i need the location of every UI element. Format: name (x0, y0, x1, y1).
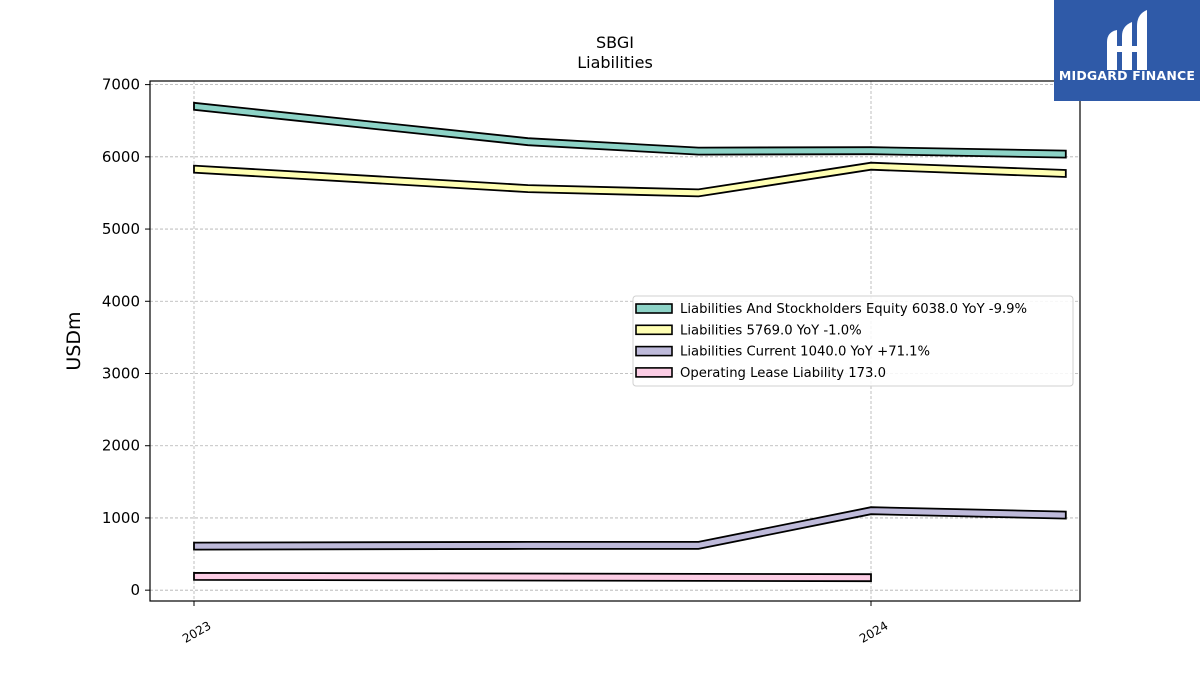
legend-box (632, 295, 1074, 387)
logo-text: MIDGARD FINANCE (1058, 68, 1196, 83)
chart-subtitle: Liabilities (577, 53, 653, 72)
brand-logo: MIDGARD FINANCE (1054, 0, 1200, 101)
legend-label: Operating Lease Liability 173.0 (680, 366, 886, 381)
legend-swatch (635, 303, 673, 314)
series-liabilities-and-stockholders-equity (193, 101, 1067, 159)
midgard-logo-icon (1107, 10, 1147, 70)
series-liabilities-current (193, 506, 1067, 551)
y-tick-label: 4000 (102, 292, 140, 310)
y-tick-label: 2000 (102, 437, 140, 455)
y-tick-label: 3000 (102, 365, 140, 383)
x-tick-label: 2024 (857, 618, 890, 645)
series-operating-lease-liability (193, 571, 872, 583)
x-tick-label: 2023 (180, 618, 213, 645)
y-tick-label: 6000 (102, 148, 140, 166)
chart-title: SBGI (596, 33, 634, 52)
legend-swatch (635, 345, 673, 357)
legend-swatch (635, 324, 673, 336)
series-liabilities (193, 161, 1067, 198)
legend-label: Liabilities 5769.0 YoY -1.0% (680, 323, 862, 338)
plot-frame (149, 80, 1081, 602)
y-axis-label: USDm (63, 311, 85, 370)
y-tick-label: 0 (130, 581, 140, 599)
y-tick-label: 7000 (102, 76, 140, 94)
legend-label: Liabilities Current 1040.0 YoY +71.1% (680, 345, 930, 360)
y-tick-label: 5000 (102, 220, 140, 238)
legend-label: Liabilities And Stockholders Equity 6038… (680, 302, 1027, 317)
y-tick-label: 1000 (102, 509, 140, 527)
legend-swatch (635, 367, 673, 378)
